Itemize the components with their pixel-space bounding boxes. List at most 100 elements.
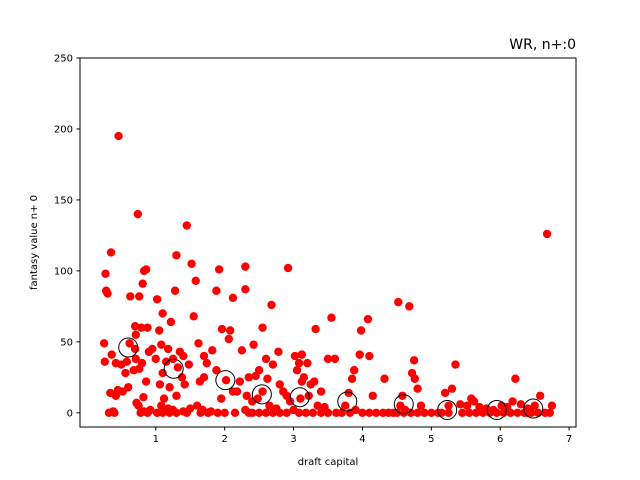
data-point [409,356,419,365]
y-tick-label: 100 [54,266,73,277]
mean-marker [486,399,507,420]
data-point [447,384,457,393]
data-point [427,408,436,418]
data-point [316,387,326,396]
data-point [508,397,517,406]
data-point [163,344,173,354]
y-axis-label: fantasy value n+ 0 [29,195,40,290]
data-point [228,293,238,303]
data-point [157,401,166,410]
data-point [458,408,467,418]
data-point [103,289,112,298]
data-point [547,401,557,410]
data-point [258,323,267,332]
chart-title: WR, n+:0 [509,37,576,53]
data-point [203,408,213,418]
data-point [196,408,205,418]
data-point [444,408,453,418]
data-point [237,346,247,355]
data-point [155,326,164,335]
data-point [199,351,209,361]
data-point [283,263,293,273]
data-point [202,358,211,368]
data-point [134,401,143,410]
data-point [313,401,322,410]
data-point [217,394,226,403]
data-point [535,391,545,400]
x-tick-label: 7 [566,434,572,445]
data-point [516,400,526,409]
data-point [133,209,143,219]
y-tick-label: 150 [54,195,73,206]
data-point [242,391,251,400]
data-point [542,229,552,239]
data-point [199,373,209,382]
data-point [467,394,476,403]
data-point [323,354,333,364]
data-point [272,404,281,413]
data-point [380,374,389,383]
data-point [358,408,367,418]
data-point [137,323,146,332]
data-point [241,285,250,294]
data-point [165,408,174,418]
data-point [212,286,221,295]
x-tick-label: 3 [290,434,296,445]
data-point [344,388,353,398]
data-point [372,408,381,418]
data-point [330,354,340,364]
data-point [121,368,130,378]
y-tick-label: 200 [54,124,73,135]
data-point [345,408,355,418]
y-tick-label: 50 [60,337,73,348]
data-point [106,248,116,257]
data-point [303,358,312,368]
data-point [221,375,231,385]
data-point [413,408,422,418]
data-point [170,286,180,295]
data-point [158,408,167,418]
data-point [301,408,311,418]
data-point [191,276,200,286]
data-point [186,404,195,413]
data-point [261,354,271,364]
data-point [297,350,307,359]
data-point [363,314,373,324]
data-point [180,380,189,389]
data-point [131,330,140,339]
data-point [125,339,134,348]
data-point [249,340,258,349]
data-point [141,265,151,274]
data-point [530,401,539,410]
y-tick-label: 0 [67,408,73,419]
data-point [157,340,166,349]
data-point [100,357,110,366]
data-point [416,401,426,410]
data-point [327,313,336,322]
data-point [254,408,264,418]
data-point [440,388,450,398]
data-point [410,374,419,383]
data-point [258,387,267,396]
data-point [274,347,283,356]
data-point [179,351,188,361]
data-point [267,300,276,310]
data-point [136,408,145,418]
data-point [310,377,319,386]
data-point [189,312,198,321]
data-point [263,374,272,383]
data-point [261,408,271,418]
data-point [158,309,167,318]
data-point [118,387,127,396]
data-point [406,408,415,418]
data-point [349,366,359,375]
data-point [296,394,305,403]
data-point [135,292,144,301]
data-point [355,350,364,359]
data-point [155,380,165,389]
data-point [99,339,109,348]
data-point [129,366,138,375]
data-point [478,408,488,418]
plot-frame [79,57,577,428]
